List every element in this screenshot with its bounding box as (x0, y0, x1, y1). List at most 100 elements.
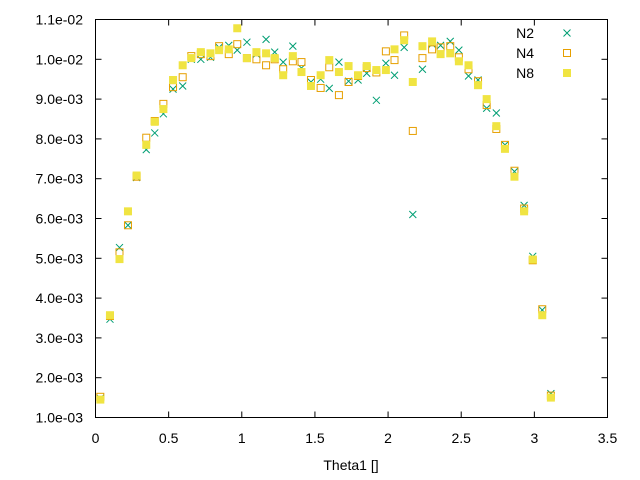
y-tick-label: 8.0e-03 (36, 131, 84, 147)
data-point-n8 (132, 171, 141, 180)
y-tick-label: 1.1e-02 (36, 12, 84, 28)
data-point-n8 (252, 48, 261, 57)
data-point-n8 (206, 49, 215, 58)
data-point-n4 (381, 47, 390, 56)
data-point-n8 (325, 56, 334, 65)
axis-ticks: 0 0.5 1 1.5 2 2.5 3 3.5 1.0e-03 2.0e-03 3.0e-03 4.0… (36, 12, 618, 447)
data-point-n8 (105, 311, 114, 320)
data-point-n8 (546, 393, 555, 402)
series-n8 (96, 24, 555, 404)
data-point-n8 (436, 50, 445, 59)
data-point-n2 (446, 37, 455, 46)
data-point-n8 (520, 207, 529, 216)
data-point-n8 (270, 54, 279, 63)
data-point-n4 (316, 83, 325, 92)
x-tick-label: 0.5 (159, 430, 179, 446)
data-point-n2 (335, 58, 343, 66)
data-point-n2 (464, 72, 473, 80)
legend-label-n2: N2 (516, 25, 534, 41)
data-point-n2 (372, 96, 381, 105)
y-tick-label: 7.0e-03 (36, 171, 84, 187)
x-tick-label: 1.5 (305, 430, 325, 446)
data-point-n4 (390, 56, 399, 65)
data-point-n8 (408, 77, 417, 86)
data-point-n4 (344, 77, 353, 86)
data-point-n8 (306, 81, 315, 90)
y-tick-label: 5.0e-03 (36, 250, 84, 266)
data-point-n8 (492, 122, 501, 131)
x-tick-label: 2.5 (451, 430, 471, 446)
data-point-n2 (150, 129, 159, 137)
data-point-n8 (372, 66, 381, 75)
data-point-n8 (316, 71, 325, 80)
data-point-n4 (428, 45, 437, 54)
data-point-n8 (390, 45, 399, 54)
legend-marker-n8 (563, 69, 571, 77)
data-point-n2 (382, 59, 390, 68)
x-tick-label: 3.5 (598, 430, 618, 446)
data-point-n8 (528, 255, 537, 264)
data-point-n8 (224, 45, 233, 54)
data-point-n8 (500, 144, 509, 153)
data-point-n2 (279, 58, 288, 66)
data-point-n4 (233, 40, 242, 49)
data-point-n2 (178, 82, 187, 90)
data-point-n8 (538, 311, 547, 320)
data-point-n4 (123, 221, 132, 230)
data-point-n4 (297, 58, 306, 67)
data-point-n8 (159, 105, 168, 114)
y-tick-label: 6.0e-03 (36, 211, 84, 227)
data-point-n2 (288, 42, 297, 51)
data-point-n2 (124, 221, 132, 230)
data-point-n2 (362, 69, 371, 78)
data-point-n8 (242, 54, 251, 63)
data-point-n2 (436, 41, 445, 50)
x-tick-label: 3 (530, 430, 538, 446)
data-point-n8 (454, 57, 463, 66)
data-point-n4 (262, 61, 271, 70)
data-point-n8 (178, 61, 187, 70)
data-point-n8 (123, 207, 132, 216)
data-point-n8 (344, 62, 353, 71)
x-tick-label: 1 (238, 430, 246, 446)
data-point-n8 (354, 71, 363, 80)
y-tick-label: 1.0e-02 (36, 51, 84, 67)
y-tick-label: 1.0e-03 (36, 410, 84, 426)
data-marks (96, 24, 555, 404)
data-point-n2 (408, 210, 417, 219)
data-point-n8 (196, 48, 205, 57)
data-point-n8 (334, 68, 343, 77)
data-point-n8 (142, 140, 151, 149)
data-point-n4 (418, 54, 427, 63)
y-tick-label: 4.0e-03 (36, 290, 84, 306)
data-point-n2 (196, 55, 205, 64)
data-point-n4 (334, 91, 343, 100)
data-point-n8 (381, 66, 390, 75)
legend-label-n4: N4 (516, 45, 534, 61)
legend: N2 N4 N8 (516, 25, 571, 81)
data-point-n4 (178, 73, 187, 82)
x-axis-label: Theta1 [] (323, 457, 378, 473)
data-point-n8 (446, 49, 455, 58)
y-tick-label: 9.0e-03 (36, 91, 84, 107)
data-point-n8 (115, 255, 124, 264)
data-point-n8 (297, 68, 306, 77)
data-point-n2 (243, 38, 251, 47)
legend-label-n8: N8 (516, 65, 534, 81)
data-point-n8 (150, 117, 159, 126)
y-tick-label: 2.0e-03 (36, 370, 84, 386)
data-point-n2 (390, 71, 399, 80)
data-point-n4 (408, 126, 417, 135)
x-tick-label: 0 (92, 430, 100, 446)
data-point-n2 (400, 43, 409, 52)
data-point-n8 (428, 37, 437, 46)
data-point-n8 (288, 52, 297, 61)
data-point-n2 (492, 109, 501, 117)
data-point-n8 (187, 54, 196, 63)
legend-marker-n4 (563, 49, 571, 57)
data-point-n8 (169, 75, 178, 84)
data-point-n8 (482, 95, 491, 104)
data-point-n8 (464, 61, 473, 70)
data-point-n8 (418, 42, 427, 51)
